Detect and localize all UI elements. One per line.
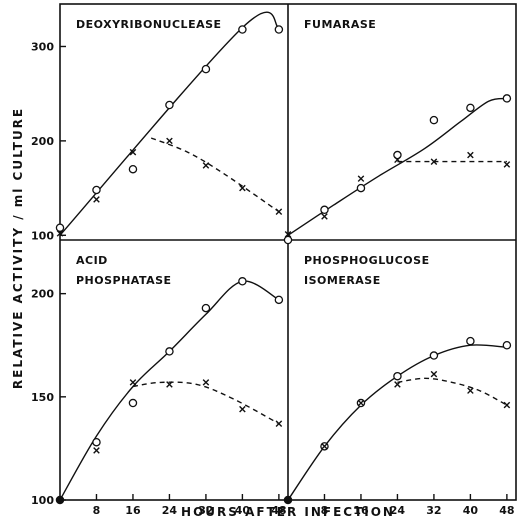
panel-title: DEOXYRIBONUCLEASE — [76, 18, 222, 31]
cross-point — [129, 148, 137, 156]
circle-point — [283, 235, 293, 245]
cross-point — [394, 381, 401, 388]
circle-point — [128, 164, 138, 174]
panels-layer: DEOXYRIBONUCLEASE 100 200 300 FUMARASE ACID PH… — [31, 11, 515, 517]
y-tick-label: 150 — [31, 391, 54, 404]
cross-point — [430, 370, 438, 378]
x-tick-label: 40 — [235, 504, 251, 517]
circle-point — [393, 371, 402, 381]
cross-point — [357, 175, 365, 182]
cross-point — [284, 496, 292, 504]
x-tick-label: 48 — [271, 504, 286, 517]
cross-point — [93, 196, 100, 203]
cross-point — [467, 151, 474, 159]
cross-point — [503, 161, 511, 168]
panel-title: FUMARASE — [304, 18, 376, 31]
solid-fit-line — [59, 11, 280, 236]
solid-fit-line — [287, 344, 507, 501]
circle-point — [92, 185, 101, 195]
x-tick-label: 8 — [93, 504, 101, 517]
circle-point — [429, 351, 439, 360]
cross-point — [202, 379, 210, 386]
x-tick-label: 8 — [321, 504, 329, 517]
panel-1: FUMARASE — [283, 18, 512, 245]
x-tick-label: 48 — [499, 504, 514, 517]
x-tick-label: 32 — [198, 504, 213, 517]
x-tick-label: 16 — [125, 504, 141, 517]
circle-point — [274, 25, 284, 34]
cross-point — [430, 158, 438, 165]
dashed-fit-line — [132, 381, 280, 425]
circle-point — [238, 25, 247, 34]
circle-point — [502, 340, 512, 350]
panel-title: ACID PHOSPHATASE — [76, 254, 172, 287]
dashed-fit-line — [397, 377, 508, 406]
cross-point — [321, 213, 328, 220]
y-tick-label: 200 — [31, 135, 54, 148]
cross-point — [467, 387, 474, 394]
solid-fit-line — [59, 280, 280, 501]
circle-point — [55, 223, 65, 232]
circle-point — [466, 103, 475, 113]
cross-point — [239, 405, 246, 413]
circle-point — [320, 205, 329, 215]
circle-point — [201, 64, 211, 74]
circle-point — [393, 150, 402, 160]
y-tick-label: 100 — [31, 229, 54, 242]
cross-point — [129, 379, 137, 386]
panel-0: DEOXYRIBONUCLEASE 100 200 300 — [31, 11, 284, 242]
cross-point — [275, 208, 283, 215]
circle-point — [201, 303, 211, 313]
cross-point — [503, 401, 511, 409]
panel-title: PHOSPHOGLUCOSE ISOMERASE — [304, 254, 430, 287]
x-tick-label: 40 — [463, 504, 479, 517]
panel-title-line: DEOXYRIBONUCLEASE — [76, 18, 222, 31]
panel-title-line: PHOSPHATASE — [76, 274, 172, 287]
panel-title-line: ACID — [76, 254, 108, 267]
circle-point — [466, 336, 475, 346]
circle-point — [238, 277, 247, 286]
circle-point — [92, 437, 101, 447]
panel-title-line: FUMARASE — [304, 18, 376, 31]
circle-point — [274, 295, 284, 305]
circle-point — [356, 183, 366, 193]
cross-point — [202, 162, 210, 169]
circle-point — [128, 398, 138, 408]
y-tick-label: 100 — [31, 494, 54, 507]
x-tick-label: 24 — [162, 504, 178, 517]
x-tick-label: 16 — [353, 504, 369, 517]
circle-point — [429, 115, 439, 125]
cross-point — [394, 156, 401, 164]
cross-point — [56, 496, 64, 504]
cross-point — [239, 184, 246, 192]
dashed-fit-line — [150, 137, 280, 213]
y-tick-label: 200 — [31, 288, 54, 301]
solid-fit-line — [287, 97, 508, 236]
y-axis-label: RELATIVE ACTIVITY / ml CULTURE — [11, 107, 25, 389]
cross-point — [275, 420, 283, 427]
cross-point — [166, 381, 173, 388]
y-tick-label: 300 — [31, 40, 54, 53]
circle-point — [165, 347, 174, 356]
cross-point — [166, 137, 173, 145]
cross-point — [321, 443, 328, 450]
panel-title-line: ISOMERASE — [304, 274, 381, 287]
cross-point — [357, 399, 365, 407]
cross-point — [284, 231, 292, 238]
x-tick-label: 32 — [426, 504, 441, 517]
circle-point — [165, 100, 174, 110]
panel-2: ACID PHOSPHATASE 100 150 200 8 16 24 32 40 48 — [31, 254, 287, 517]
panel-title-line: PHOSPHOGLUCOSE — [304, 254, 430, 267]
panel-3: PHOSPHOGLUCOSE ISOMERASE 8 16 24 32 40 48 — [283, 254, 515, 517]
circle-point — [502, 94, 512, 103]
x-tick-label: 24 — [390, 504, 406, 517]
cross-point — [56, 230, 64, 237]
x-axis-label: HOURS AFTER INFECTION — [181, 505, 395, 519]
cross-point — [93, 447, 100, 454]
